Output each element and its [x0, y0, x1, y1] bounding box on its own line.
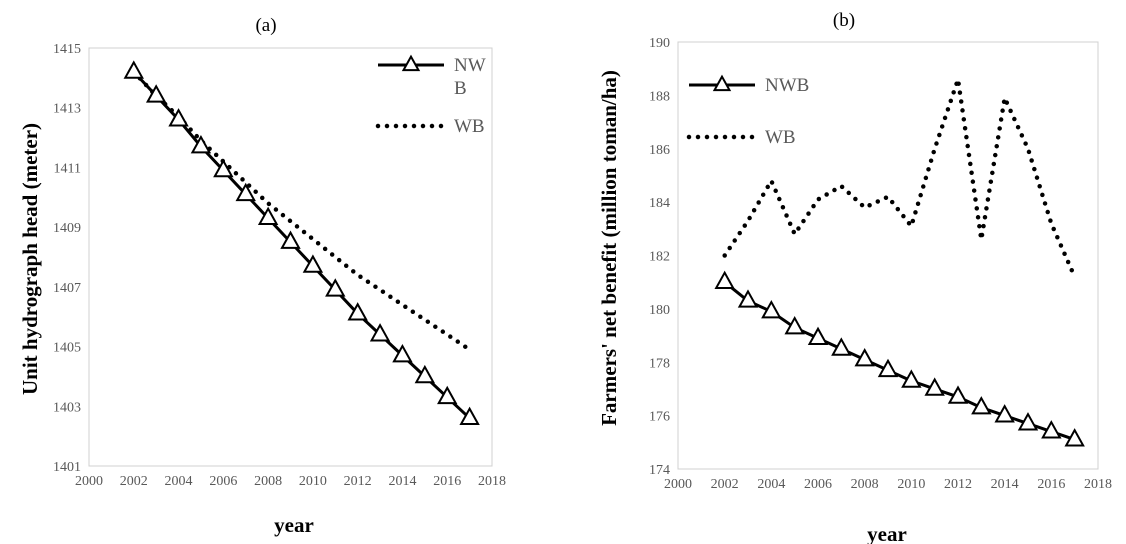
data-point-nwb [737, 289, 759, 308]
x-tick-label: 2016 [433, 474, 461, 489]
y-tick-label: 190 [649, 36, 670, 51]
data-point-nwb [190, 134, 212, 154]
y-tick-label: 1413 [53, 102, 81, 117]
x-tick-label: 2004 [165, 474, 193, 489]
data-point-nwb [168, 108, 189, 127]
x-axis-label: year [274, 513, 314, 537]
data-point-nwb [784, 316, 805, 335]
legend-label-nwb: NWB [765, 75, 809, 96]
data-point-nwb [947, 385, 969, 404]
series-line-nwb [723, 281, 1076, 442]
series-line-wb [131, 69, 472, 352]
x-tick-label: 2014 [991, 477, 1019, 492]
data-point-nwb [1017, 412, 1039, 431]
data-point-nwb [414, 364, 436, 384]
x-tick-label: 2006 [804, 477, 832, 492]
x-tick-label: 2014 [388, 474, 416, 489]
plot-frame [677, 41, 1099, 470]
x-tick-label: 2002 [711, 477, 739, 492]
x-tick-label: 2006 [209, 474, 237, 489]
data-point-nwb [901, 369, 922, 388]
legend-marker-nwb [401, 54, 421, 72]
data-point-nwb [459, 406, 480, 426]
chart-panel-b: (b) Farmers' net benefit (million toman/… [597, 10, 1112, 544]
y-tick-label: 174 [649, 463, 670, 478]
data-point-nwb [714, 270, 735, 290]
data-point-nwb [1041, 420, 1062, 439]
data-point-nwb [854, 348, 875, 367]
data-point-nwb [971, 396, 992, 415]
y-tick-label: 1405 [53, 341, 81, 356]
x-tick-label: 2012 [344, 474, 372, 489]
y-tick-label: 1411 [54, 161, 81, 176]
data-point-nwb [123, 60, 144, 79]
data-point-nwb [877, 358, 899, 378]
y-tick-label: 1403 [53, 400, 81, 415]
y-tick-label: 176 [649, 410, 670, 425]
x-axis-label: year [867, 522, 907, 544]
data-point-nwb [1064, 428, 1085, 447]
x-tick-label: 2008 [254, 474, 282, 489]
legend-label-wb: WB [765, 127, 796, 148]
data-point-nwb [924, 377, 945, 396]
x-tick-label: 2008 [851, 477, 879, 492]
data-point-nwb [369, 323, 391, 342]
x-tick-label: 2000 [75, 474, 103, 489]
data-point-nwb [257, 206, 279, 225]
data-point-nwb [761, 299, 782, 319]
x-tick-label: 2000 [664, 477, 692, 492]
y-axis-label: Farmers' net benefit (million toman/ha) [597, 70, 621, 426]
chart-panel-a: (a) Unit hydrograph head (meter) year NW… [18, 15, 506, 537]
legend: NWB WB [686, 74, 809, 148]
series-layer [123, 60, 480, 426]
data-point-nwb [437, 385, 458, 405]
y-tick-label: 178 [649, 356, 670, 371]
legend-label-wb: WB [454, 116, 485, 137]
data-point-nwb [213, 158, 234, 178]
panel-label: (b) [833, 10, 855, 31]
y-tick-label: 1401 [53, 460, 81, 475]
x-tick-label: 2010 [897, 477, 925, 492]
data-point-nwb [392, 343, 413, 363]
x-tick-label: 2018 [478, 474, 506, 489]
data-point-nwb [302, 254, 324, 273]
series-line-wb [722, 78, 1077, 280]
legend-marker-nwb [712, 74, 732, 92]
x-tick-label: 2004 [757, 477, 785, 492]
data-point-nwb [280, 230, 301, 249]
data-point-nwb [325, 278, 346, 297]
x-tick-label: 2018 [1084, 477, 1112, 492]
y-tick-label: 184 [649, 196, 670, 211]
series-layer [714, 78, 1085, 447]
x-tick-label: 2010 [299, 474, 327, 489]
data-point-nwb [145, 84, 167, 103]
y-tick-label: 188 [649, 89, 670, 104]
y-tick-label: 182 [649, 250, 670, 265]
plot-frame [88, 47, 493, 467]
panel-label: (a) [255, 15, 276, 36]
data-point-nwb [347, 302, 368, 321]
y-tick-label: 1415 [53, 42, 81, 57]
y-axis-label: Unit hydrograph head (meter) [18, 123, 42, 395]
data-point-nwb [994, 404, 1015, 423]
series-line-nwb [132, 70, 471, 420]
y-tick-label: 1409 [53, 221, 81, 236]
x-tick-label: 2016 [1037, 477, 1065, 492]
y-tick-label: 1407 [53, 281, 81, 296]
data-point-nwb [831, 337, 852, 356]
x-tick-label: 2002 [120, 474, 148, 489]
y-tick-label: 180 [649, 303, 670, 318]
data-point-nwb [235, 182, 256, 202]
data-point-nwb [807, 326, 829, 346]
y-tick-label: 186 [649, 143, 670, 158]
x-tick-label: 2012 [944, 477, 972, 492]
